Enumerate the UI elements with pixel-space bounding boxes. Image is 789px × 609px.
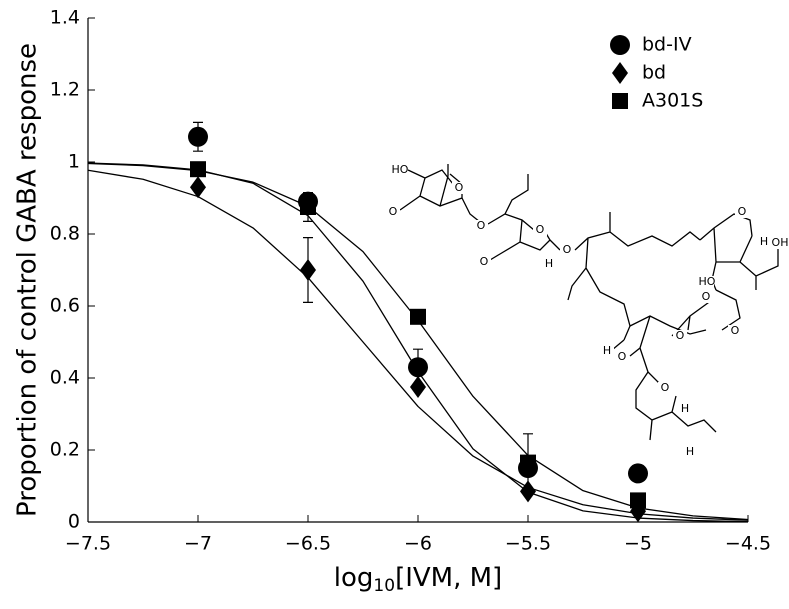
data-point — [520, 454, 536, 471]
atom-bg — [683, 446, 697, 458]
x-tick-label: −7.5 — [65, 533, 111, 555]
x-tick-label: −6 — [404, 533, 432, 555]
atom-bg — [452, 182, 466, 194]
atom-label: HO — [392, 163, 409, 176]
atom-label: O — [738, 205, 747, 218]
x-axis-label-part: [IVM, M] — [395, 563, 502, 593]
legend-marker — [612, 93, 628, 109]
data-point — [190, 161, 206, 178]
y-tick-label: 0 — [68, 511, 80, 533]
atom-bg — [615, 351, 629, 363]
atom-label: H — [681, 402, 689, 415]
legend-label: bd — [642, 62, 666, 84]
fit-curve — [87, 169, 749, 521]
atom-label: O — [676, 329, 685, 342]
data-point — [628, 463, 648, 484]
atom-bg — [477, 256, 491, 268]
atom-bg — [773, 237, 787, 249]
atom-label: OH — [772, 236, 789, 249]
data-point — [630, 492, 646, 509]
atom-label: H — [686, 445, 694, 458]
atom-label: O — [455, 181, 464, 194]
atom-label: O — [536, 223, 545, 236]
atom-bg — [560, 244, 574, 256]
atom-bg — [757, 236, 771, 248]
x-tick-label: −5.5 — [505, 533, 551, 555]
atom-bg — [700, 276, 714, 288]
legend-label: bd-IV — [642, 34, 692, 56]
atom-bg — [386, 206, 400, 218]
atom-label: O — [389, 205, 398, 218]
legend-label: A301S — [642, 90, 703, 112]
y-tick-label: 0.4 — [50, 367, 80, 389]
y-axis-label: Proportion of control GABA response — [13, 43, 43, 517]
fit-curve — [87, 162, 749, 521]
legend-marker — [610, 35, 630, 55]
atom-label: O — [618, 350, 627, 363]
data-point — [408, 357, 428, 378]
atom-label: O — [480, 255, 489, 268]
y-tick-label: 0.6 — [50, 295, 80, 317]
x-axis-label-part: log — [334, 563, 374, 593]
atom-label: O — [661, 381, 670, 394]
data-point — [300, 199, 316, 215]
atom-label: H — [603, 344, 611, 357]
atom-label: HO — [699, 275, 716, 288]
data-point — [410, 308, 426, 325]
x-tick-label: −6.5 — [285, 533, 331, 555]
atom-label: O — [563, 243, 572, 256]
data-point — [188, 126, 208, 147]
fit-curve — [87, 162, 749, 523]
x-tick-label: −4.5 — [725, 533, 771, 555]
atom-bg — [474, 220, 488, 232]
x-tick-label: −5 — [624, 533, 652, 555]
legend-marker — [612, 62, 628, 84]
data-point — [300, 259, 316, 281]
atom-label: O — [477, 219, 486, 232]
atom-bg — [393, 164, 407, 176]
atom-bg — [542, 258, 556, 270]
atom-label: O — [702, 290, 711, 303]
atom-bg — [699, 291, 713, 303]
atom-bg — [735, 206, 749, 218]
data-point — [410, 376, 426, 398]
x-axis-label: log10[IVM, M] — [334, 563, 502, 597]
chemical-structure — [399, 164, 779, 441]
atom-bg — [658, 382, 672, 394]
y-tick-label: 1.2 — [50, 79, 80, 101]
atom-label: O — [731, 324, 740, 337]
data-point — [190, 176, 206, 199]
y-tick-label: 0.8 — [50, 223, 80, 245]
atom-label: H — [545, 257, 553, 270]
atom-label: H — [760, 235, 768, 248]
y-tick-label: 1 — [68, 151, 80, 173]
x-tick-label: −7 — [184, 533, 212, 555]
atom-bg — [678, 403, 692, 415]
atom-bg — [728, 325, 742, 337]
x-axis-label-part: 10 — [373, 576, 395, 596]
y-tick-label: 0.2 — [50, 439, 80, 461]
atom-bg — [673, 330, 687, 342]
atom-bg — [600, 345, 614, 357]
y-tick-label: 1.4 — [50, 7, 80, 29]
atom-bg — [533, 224, 547, 236]
